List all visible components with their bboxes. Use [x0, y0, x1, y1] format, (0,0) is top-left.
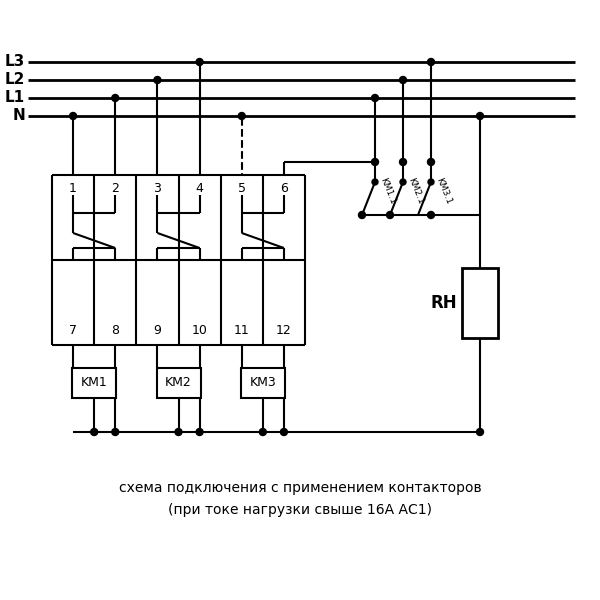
- Circle shape: [175, 428, 182, 436]
- Bar: [72, 368, 116, 398]
- Text: KM3: KM3: [250, 377, 276, 389]
- Bar: [462, 268, 498, 338]
- Circle shape: [386, 211, 394, 218]
- Circle shape: [359, 211, 365, 218]
- Text: RH: RH: [431, 294, 457, 312]
- Text: L1: L1: [5, 91, 25, 106]
- Text: KM1.1: KM1.1: [378, 176, 397, 206]
- Circle shape: [428, 179, 434, 185]
- Circle shape: [259, 428, 266, 436]
- Circle shape: [372, 179, 378, 185]
- Text: KM2.1: KM2.1: [406, 176, 425, 206]
- Circle shape: [280, 428, 287, 436]
- Text: 3: 3: [154, 182, 161, 196]
- Circle shape: [427, 58, 434, 65]
- Text: (при токе нагрузки свыше 16А АС1): (при токе нагрузки свыше 16А АС1): [168, 503, 432, 517]
- Circle shape: [70, 113, 77, 119]
- Text: L3: L3: [5, 55, 25, 70]
- Circle shape: [371, 94, 379, 101]
- Text: 5: 5: [238, 182, 246, 196]
- Circle shape: [400, 179, 406, 185]
- Text: 8: 8: [111, 325, 119, 337]
- Text: 2: 2: [112, 182, 119, 196]
- Circle shape: [196, 58, 203, 65]
- Circle shape: [476, 428, 484, 436]
- Circle shape: [238, 113, 245, 119]
- Circle shape: [91, 428, 98, 436]
- Text: KM1: KM1: [81, 377, 107, 389]
- Circle shape: [400, 76, 407, 83]
- Text: 11: 11: [234, 325, 250, 337]
- Text: 6: 6: [280, 182, 288, 196]
- Text: 7: 7: [69, 325, 77, 337]
- Text: 4: 4: [196, 182, 203, 196]
- Circle shape: [427, 211, 434, 218]
- Circle shape: [112, 94, 119, 101]
- Circle shape: [427, 158, 434, 166]
- Circle shape: [154, 76, 161, 83]
- Text: L2: L2: [5, 73, 25, 88]
- Text: 12: 12: [276, 325, 292, 337]
- Text: схема подключения с применением контакторов: схема подключения с применением контакто…: [119, 481, 481, 495]
- Bar: [157, 368, 200, 398]
- Circle shape: [476, 113, 484, 119]
- Circle shape: [400, 158, 407, 166]
- Text: N: N: [12, 109, 25, 124]
- Circle shape: [196, 428, 203, 436]
- Text: 9: 9: [154, 325, 161, 337]
- Bar: [241, 368, 285, 398]
- Text: KM2: KM2: [165, 377, 192, 389]
- Circle shape: [112, 428, 119, 436]
- Text: KM3.1: KM3.1: [434, 176, 453, 206]
- Text: 10: 10: [191, 325, 208, 337]
- Circle shape: [371, 158, 379, 166]
- Text: 1: 1: [69, 182, 77, 196]
